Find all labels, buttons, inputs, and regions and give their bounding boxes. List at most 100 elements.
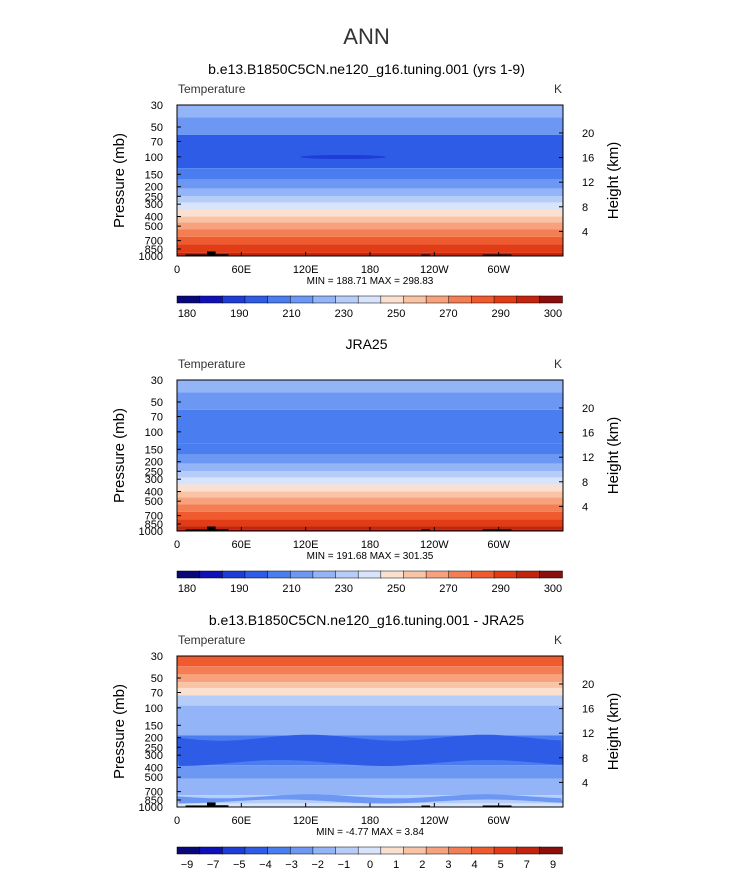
pressure-tick-label: 30: [151, 375, 163, 387]
pressure-tick-label: 50: [151, 397, 163, 409]
colorbar-swatch: [471, 295, 495, 304]
lon-tick-label: 60W: [487, 539, 510, 551]
colorbar-swatch: [335, 570, 359, 579]
contour-cold-patch: [300, 155, 387, 160]
y-axis-right-label: Height (km): [605, 417, 622, 495]
contour-band: [177, 674, 563, 683]
pressure-tick-label: 400: [145, 487, 163, 499]
contour-band: [177, 454, 563, 464]
lon-tick-label: 60E: [232, 264, 252, 276]
colorbar-swatch: [539, 295, 563, 304]
colorbar-swatch: [289, 846, 314, 855]
colorbar-label: 230: [335, 308, 353, 320]
colorbar-swatch: [357, 570, 382, 579]
colorbar-label: −9: [181, 859, 194, 871]
min-max-stats: MIN = -4.77 MAX = 3.84: [316, 827, 424, 838]
colorbar-label: 250: [387, 583, 405, 595]
colorbar-label: 7: [524, 859, 530, 871]
colorbar-label: 290: [492, 583, 510, 595]
lon-tick-label: 60E: [232, 815, 252, 827]
topography-mask: [185, 805, 208, 807]
colorbar-label: −5: [233, 859, 246, 871]
lon-tick-label: 0: [174, 539, 180, 551]
contour-band: [177, 484, 563, 492]
pressure-tick-label: 1000: [139, 526, 163, 538]
colorbar-label: 250: [387, 308, 405, 320]
colorbar-label: 270: [439, 308, 457, 320]
topography-mask: [482, 529, 512, 531]
colorbar-label: −4: [259, 859, 272, 871]
lon-tick-label: 120W: [420, 539, 449, 551]
colorbar-swatch: [493, 846, 518, 855]
colorbar-label: 3: [445, 859, 451, 871]
height-tick-label: 8: [582, 477, 588, 489]
colorbar-label: 230: [335, 583, 353, 595]
contour-feature: [177, 794, 563, 804]
pressure-tick-label: 200: [145, 733, 163, 745]
pressure-tick-label: 300: [145, 199, 163, 211]
pressure-tick-label: 300: [145, 474, 163, 486]
colorbar-label: −1: [338, 859, 351, 871]
pressure-tick-label: 250: [145, 742, 163, 754]
units-label: K: [554, 357, 562, 371]
pressure-tick-label: 850: [145, 795, 163, 807]
y-axis-label: Pressure (mb): [111, 133, 128, 228]
topography-mask: [207, 251, 216, 256]
topography-mask: [215, 254, 229, 256]
pressure-tick-label: 100: [145, 152, 163, 164]
pressure-tick-label: 250: [145, 466, 163, 478]
pressure-tick-label: 30: [151, 100, 163, 112]
colorbar-label: 180: [178, 308, 196, 320]
topography-mask: [421, 805, 431, 807]
contour-band: [177, 188, 563, 197]
contour-band: [177, 244, 563, 253]
contour-band: [177, 392, 563, 410]
contour-band: [177, 519, 563, 527]
colorbar-swatch: [199, 570, 224, 579]
colorbar-swatch: [403, 295, 427, 304]
colorbar-swatch: [380, 295, 405, 304]
colorbar-swatch: [335, 846, 359, 855]
colorbar-label: 190: [230, 308, 248, 320]
colorbar-swatch: [222, 295, 246, 304]
colorbar-swatch: [289, 295, 314, 304]
topography-mask: [185, 254, 208, 256]
topography-mask: [207, 802, 216, 807]
colorbar-swatch: [448, 846, 473, 855]
topography-mask: [482, 254, 512, 256]
page-title: ANN: [343, 24, 389, 49]
colorbar-swatch: [312, 295, 337, 304]
topography-mask: [482, 805, 512, 807]
pressure-tick-label: 850: [145, 519, 163, 531]
pressure-tick-label: 300: [145, 750, 163, 762]
colorbar-swatch: [516, 846, 541, 855]
colorbar-swatch: [471, 846, 495, 855]
colorbar-swatch: [493, 295, 518, 304]
contour-band: [177, 209, 563, 217]
colorbar-label: 300: [544, 308, 562, 320]
colorbar-swatch: [448, 295, 473, 304]
contour-band: [177, 179, 563, 189]
colorbar-label: −7: [207, 859, 220, 871]
colorbar-label: 2: [419, 859, 425, 871]
colorbar-swatch: [357, 295, 382, 304]
y-axis-right-label: Height (km): [605, 693, 622, 771]
pressure-tick-label: 70: [151, 136, 163, 148]
panel-title: b.e13.B1850C5CN.ne120_g16.tuning.001 (yr…: [208, 61, 525, 77]
topography-mask: [421, 529, 431, 531]
colorbar-swatch: [244, 570, 269, 579]
variable-label: Temperature: [178, 633, 246, 647]
colorbar-swatch: [380, 570, 405, 579]
colorbar-swatch: [425, 570, 450, 579]
chart-panel-3: b.e13.B1850C5CN.ne120_g16.tuning.001 - J…: [111, 612, 622, 871]
pressure-tick-label: 70: [151, 411, 163, 423]
colorbar-swatch: [471, 570, 495, 579]
height-tick-label: 16: [582, 153, 594, 165]
colorbar-swatch: [244, 295, 269, 304]
contour-band: [177, 491, 563, 498]
pressure-tick-label: 50: [151, 122, 163, 134]
pressure-tick-label: 1000: [139, 802, 163, 814]
y-axis-label: Pressure (mb): [111, 684, 128, 779]
pressure-tick-label: 150: [145, 169, 163, 181]
colorbar-swatch: [448, 570, 473, 579]
